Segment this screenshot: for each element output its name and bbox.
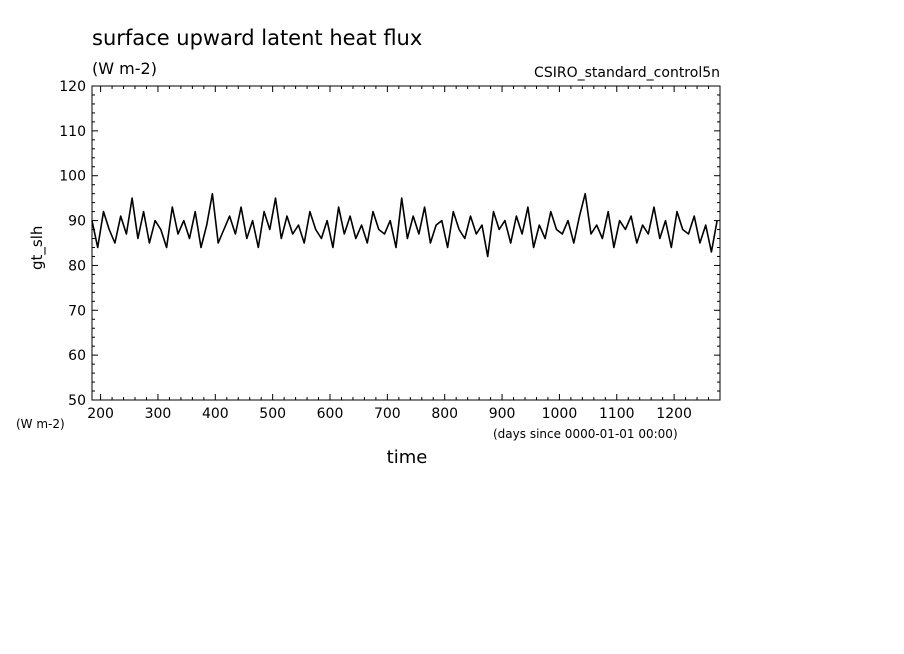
x-tick-label: 1200 bbox=[656, 406, 692, 422]
x-tick-label: 600 bbox=[317, 406, 344, 422]
chart-title: surface upward latent heat flux bbox=[92, 26, 422, 50]
x-tick-label: 200 bbox=[87, 406, 114, 422]
y-axis-label: gt_slh bbox=[28, 226, 47, 270]
plot-frame bbox=[91, 85, 721, 401]
series bbox=[91, 192, 718, 258]
y-tick-label: 90 bbox=[68, 214, 86, 230]
y-tick-label: 60 bbox=[68, 348, 86, 364]
y-tick-label: 70 bbox=[68, 303, 86, 319]
y-tick-label: 80 bbox=[68, 258, 86, 274]
axes bbox=[91, 85, 721, 401]
x-tick-label: 800 bbox=[431, 406, 458, 422]
x-tick-label: 900 bbox=[489, 406, 516, 422]
x-tick-label: 500 bbox=[259, 406, 286, 422]
x-tick-label: 1100 bbox=[599, 406, 635, 422]
ticks: 50 60 70 80 90 100 110 120 200 300 400 500 600 700 800… bbox=[59, 79, 721, 422]
x-tick-label: 400 bbox=[202, 406, 229, 422]
x-tick-label: 1000 bbox=[542, 406, 578, 422]
y-axis-units: (W m-2) bbox=[16, 417, 65, 431]
chart-units: (W m-2) bbox=[92, 59, 157, 78]
dataset-label: CSIRO_standard_control5n bbox=[534, 65, 720, 81]
x-tick-label: 700 bbox=[374, 406, 401, 422]
y-tick-label: 120 bbox=[59, 79, 86, 95]
y-tick-label: 50 bbox=[68, 393, 86, 409]
x-axis-units: (days since 0000-01-01 00:00) bbox=[493, 427, 678, 441]
y-tick-label: 110 bbox=[59, 124, 86, 140]
x-tick-label: 300 bbox=[145, 406, 172, 422]
y-tick-label: 100 bbox=[59, 169, 86, 185]
x-axis-label: time bbox=[387, 447, 428, 468]
series-line bbox=[91, 192, 718, 258]
labels: surface upward latent heat flux (W m-2) … bbox=[16, 26, 720, 468]
